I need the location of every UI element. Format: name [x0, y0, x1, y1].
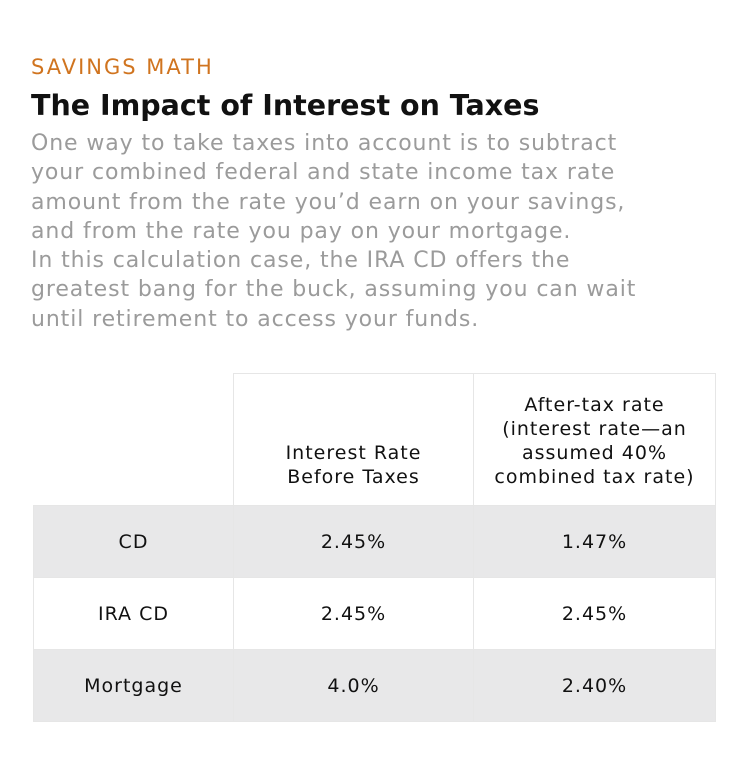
section-kicker: SAVINGS MATH: [31, 55, 214, 79]
row-label: CD: [33, 505, 234, 578]
page-title: The Impact of Interest on Taxes: [31, 89, 540, 122]
intro-paragraph: One way to take taxes into account is to…: [31, 129, 731, 334]
header-blank-cell: [33, 373, 234, 506]
table-row: CD 2.45% 1.47%: [33, 505, 716, 578]
intro-line: amount from the rate you’d earn on your …: [31, 189, 626, 215]
table-header-row: Interest Rate Before Taxes After-tax rat…: [33, 373, 716, 506]
header-line: Before Taxes: [287, 466, 420, 488]
rate-before-taxes: 2.45%: [233, 505, 474, 578]
rate-before-taxes: 4.0%: [233, 649, 474, 722]
header-line: (interest rate—an: [502, 418, 687, 440]
intro-line: until retirement to access your funds.: [31, 306, 480, 332]
rate-after-tax: 2.45%: [473, 577, 716, 650]
rate-before-taxes: 2.45%: [233, 577, 474, 650]
row-label: IRA CD: [33, 577, 234, 650]
intro-line: In this calculation case, the IRA CD off…: [31, 248, 571, 274]
header-line: combined tax rate): [494, 466, 695, 488]
row-label: Mortgage: [33, 649, 234, 722]
intro-line: greatest bang for the buck, assuming you…: [31, 277, 637, 303]
intro-line: your combined federal and state income t…: [31, 160, 616, 186]
rate-after-tax: 1.47%: [473, 505, 716, 578]
header-before-taxes: Interest Rate Before Taxes: [233, 373, 474, 506]
table-row: Mortgage 4.0% 2.40%: [33, 649, 716, 722]
rate-after-tax: 2.40%: [473, 649, 716, 722]
header-line: Interest Rate: [285, 442, 422, 464]
header-line: After-tax rate: [524, 394, 665, 416]
intro-line: One way to take taxes into account is to…: [31, 131, 618, 156]
rates-table: Interest Rate Before Taxes After-tax rat…: [33, 373, 716, 722]
intro-line: and from the rate you pay on your mortga…: [31, 218, 572, 244]
table-row: IRA CD 2.45% 2.45%: [33, 577, 716, 650]
header-line: assumed 40%: [521, 442, 667, 464]
header-after-tax: After-tax rate (interest rate—an assumed…: [473, 373, 716, 506]
